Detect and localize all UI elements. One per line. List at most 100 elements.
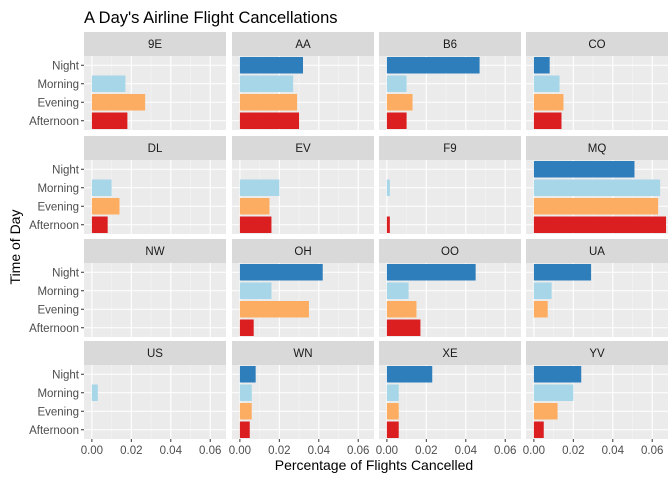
x-tick-label: 0.04 — [160, 445, 183, 457]
x-tick-label: 0.04 — [455, 445, 478, 457]
x-tick-label: 0.00 — [81, 445, 103, 457]
facet-strip — [526, 136, 668, 160]
facet-strip-label: OH — [294, 246, 311, 258]
y-tick-label: Night — [52, 267, 80, 279]
facet-strip-label: XE — [442, 348, 458, 360]
bar-night — [533, 57, 550, 74]
bar-night — [239, 57, 303, 74]
bar-evening — [239, 403, 252, 420]
facet-strip-label: CO — [588, 39, 605, 51]
facet-strip-label: YV — [589, 348, 605, 360]
bar-morning — [533, 75, 560, 92]
facet-strip-label: UA — [589, 246, 605, 258]
y-tick-label: Afternoon — [29, 425, 79, 437]
bar-evening — [386, 301, 417, 318]
bar-afternoon — [533, 421, 544, 438]
facet-b6: B6 — [379, 32, 521, 130]
facet-strip — [84, 136, 226, 160]
bar-morning — [239, 384, 252, 401]
bar-morning — [386, 282, 409, 299]
facet-strip — [84, 239, 226, 263]
x-tick-label: 0.06 — [347, 445, 369, 457]
x-tick-label: 0.00 — [229, 445, 251, 457]
facet-f9: F9 — [379, 136, 521, 234]
bar-morning — [91, 179, 112, 196]
bar-afternoon — [386, 112, 407, 129]
y-tick-label: Afternoon — [29, 116, 79, 128]
facet-strip — [379, 239, 521, 263]
y-tick-label: Afternoon — [29, 323, 79, 335]
facet-strip-label: US — [147, 348, 163, 360]
bar-night — [533, 264, 592, 281]
facet-strip-label: MQ — [588, 143, 607, 155]
facet-strip-label: OO — [441, 246, 459, 258]
bar-afternoon — [239, 216, 272, 233]
facet-strip — [526, 341, 668, 365]
panel-background — [84, 365, 226, 439]
y-axis-label: Time of Day — [7, 210, 23, 285]
facet-strip — [232, 136, 374, 160]
facet-ev: EV — [232, 136, 374, 234]
bar-afternoon — [386, 319, 421, 336]
facet-aa: AA — [232, 32, 374, 130]
panel-background — [232, 365, 374, 439]
bar-evening — [386, 403, 399, 420]
bar-night — [386, 57, 480, 74]
x-tick-label: 0.00 — [523, 445, 545, 457]
y-tick-label: Morning — [37, 388, 79, 400]
bar-morning — [239, 179, 280, 196]
bar-afternoon — [533, 112, 562, 129]
bar-morning — [386, 384, 399, 401]
y-tick-label: Morning — [37, 79, 79, 91]
bar-night — [386, 366, 433, 383]
facet-strip — [84, 32, 226, 56]
bar-morning — [239, 75, 294, 92]
bar-morning — [386, 179, 390, 196]
facet-strip — [232, 32, 374, 56]
x-tick-label: 0.06 — [494, 445, 516, 457]
bar-evening — [386, 94, 413, 111]
facet-strip-label: WN — [293, 348, 312, 360]
bar-evening — [239, 94, 298, 111]
facet-co: CO — [526, 32, 668, 130]
bar-evening — [533, 198, 659, 215]
bar-morning — [91, 75, 126, 92]
facet-strip-label: AA — [295, 39, 311, 51]
y-tick-label: Night — [52, 60, 80, 72]
y-tick-label: Evening — [37, 304, 79, 316]
y-tick-label: Night — [52, 369, 80, 381]
facet-yv: YV 0.00 0.02 0.04 0.06 — [523, 341, 668, 457]
x-tick-label: 0.02 — [268, 445, 290, 457]
facet-strip-label: F9 — [443, 143, 456, 155]
bar-evening — [533, 403, 558, 420]
bar-morning — [533, 282, 552, 299]
facet-oo: OO — [379, 239, 521, 337]
facet-mq: MQ — [526, 136, 668, 234]
x-tick-label: 0.06 — [199, 445, 221, 457]
facet-strip — [526, 239, 668, 263]
bar-night — [239, 264, 323, 281]
bar-morning — [239, 282, 272, 299]
x-tick-label: 0.04 — [308, 445, 331, 457]
y-tick-label: Afternoon — [29, 220, 79, 232]
x-axis-label: Percentage of Flights Cancelled — [275, 457, 473, 473]
x-tick-label: 0.02 — [120, 445, 142, 457]
bar-afternoon — [386, 421, 399, 438]
facet-nw: NW Night Morning Evening Afternoon — [29, 239, 226, 337]
facet-ua: UA — [526, 239, 668, 337]
facet-xe: XE 0.00 0.02 0.04 0.06 — [376, 341, 521, 457]
facet-strip — [232, 239, 374, 263]
x-tick-label: 0.02 — [415, 445, 437, 457]
bar-afternoon — [239, 421, 250, 438]
bar-afternoon — [91, 216, 108, 233]
x-tick-label: 0.02 — [562, 445, 584, 457]
bar-evening — [91, 198, 120, 215]
bar-morning — [91, 384, 98, 401]
bar-evening — [533, 301, 548, 318]
facet-wn: WN 0.00 0.02 0.04 0.06 — [229, 341, 374, 457]
bar-evening — [533, 94, 564, 111]
chart-title: A Day's Airline Flight Cancellations — [84, 9, 338, 27]
facet-dl: DL Night Morning Evening Afternoon — [29, 136, 226, 234]
